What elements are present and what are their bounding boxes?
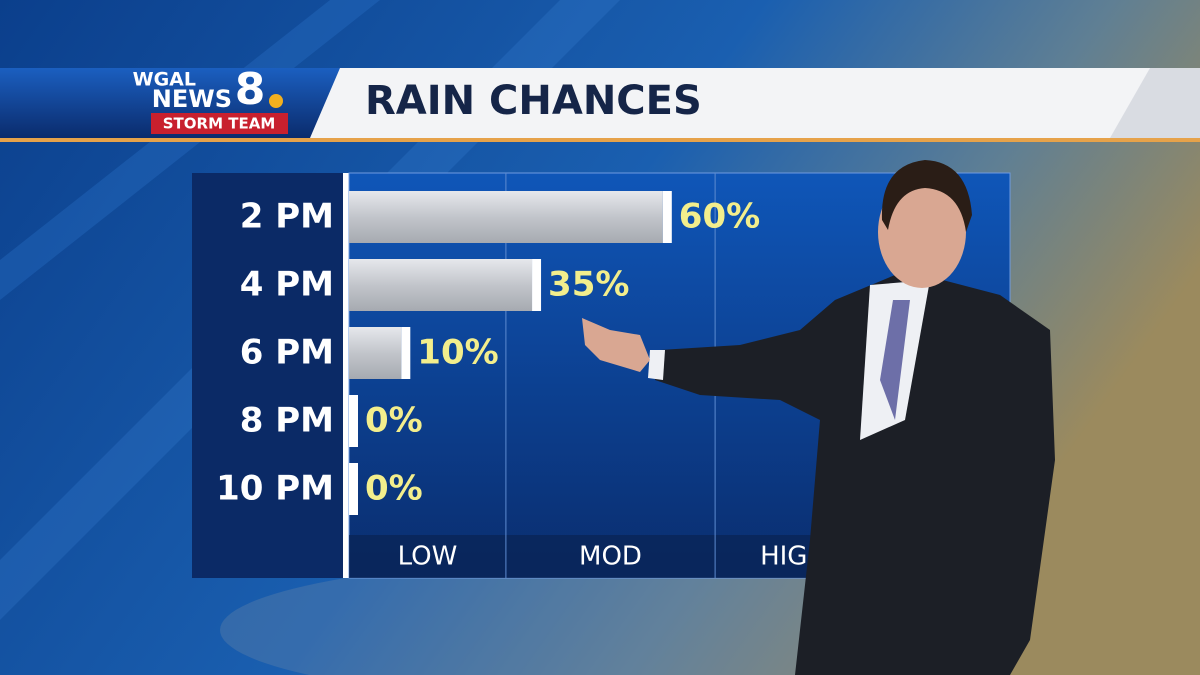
value-label: 60% (679, 197, 760, 237)
category-label: 8 PM (240, 401, 334, 441)
chart-title: RAIN CHANCES (365, 78, 702, 124)
axis-line (343, 173, 349, 578)
bar-cap (349, 463, 358, 515)
brand-line1: WGAL (133, 69, 196, 91)
category-label: 6 PM (240, 333, 334, 373)
presenter (582, 160, 1055, 675)
zone-label: LOW (398, 542, 458, 572)
category-panel (192, 173, 343, 578)
bg-cloud (220, 560, 980, 675)
bar-cap (349, 395, 358, 447)
brand-line2: NEWS (152, 85, 232, 113)
zone-label: MOD (579, 542, 642, 572)
bar-cap (532, 259, 542, 311)
value-label: 0% (365, 401, 423, 441)
bar-cap (401, 327, 411, 379)
value-label: 10% (417, 333, 498, 373)
brand-number: 8 (235, 64, 266, 115)
bar (349, 327, 402, 379)
title-bar (310, 68, 1200, 138)
bar (349, 259, 533, 311)
header-rule (0, 138, 1200, 142)
value-label: 35% (548, 265, 629, 305)
category-label: 10 PM (216, 469, 334, 509)
category-label: 4 PM (240, 265, 334, 305)
peacock-icon (269, 94, 283, 108)
category-label: 2 PM (240, 197, 334, 237)
bar-cap (662, 191, 672, 243)
brand-team: STORM TEAM (163, 115, 276, 133)
value-label: 0% (365, 469, 423, 509)
bar (349, 191, 663, 243)
title-bar-accent (1110, 68, 1200, 138)
brand-team-box (151, 113, 288, 134)
